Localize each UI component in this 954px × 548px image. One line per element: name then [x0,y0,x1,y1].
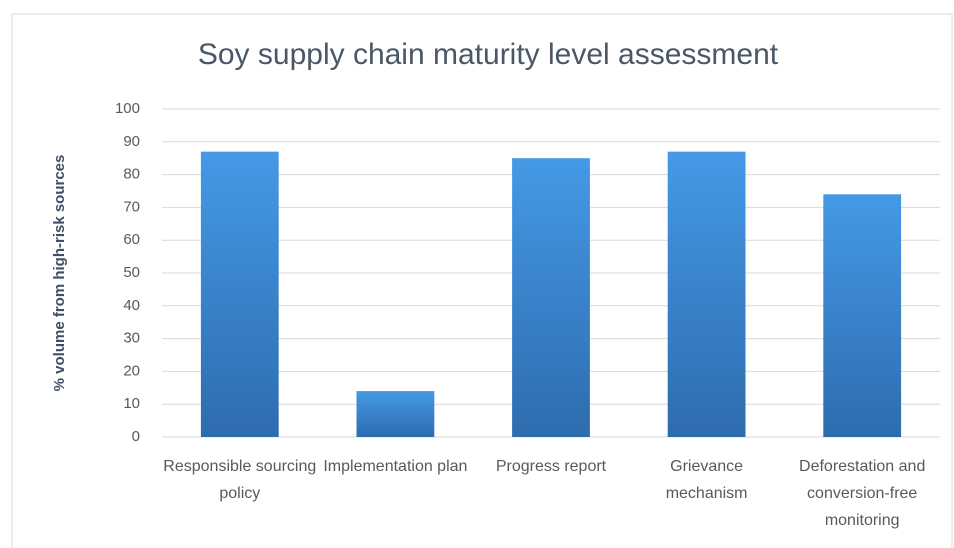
y-tick-label: 70 [123,198,140,215]
y-tick-label: 30 [123,330,140,347]
y-tick-label: 50 [123,264,140,281]
y-tick-label: 0 [132,428,140,445]
x-tick-label: Grievance mechanism [665,458,748,502]
y-axis-label: % volume from high-risk sources [51,155,68,392]
x-tick-label: Deforestation and conversion-free monito… [799,458,926,529]
y-tick-label: 60 [123,231,140,248]
x-tick-label: Responsible sourcing policy [163,458,317,502]
x-tick-label: Implementation plan [323,458,468,475]
y-tick-label: 100 [115,100,140,117]
y-tick-label: 20 [123,362,140,379]
bar [356,391,435,437]
bar [667,151,746,437]
bar [512,158,590,437]
y-tick-label: 40 [123,297,140,314]
bar [823,194,902,437]
y-tick-label: 80 [123,166,140,183]
bar [200,151,279,437]
x-tick-label: Progress report [495,458,607,475]
chart-frame [11,13,953,548]
y-tick-label: 90 [123,133,140,150]
chart-title: Soy supply chain maturity level assessme… [198,38,779,71]
y-tick-label: 10 [123,395,140,412]
